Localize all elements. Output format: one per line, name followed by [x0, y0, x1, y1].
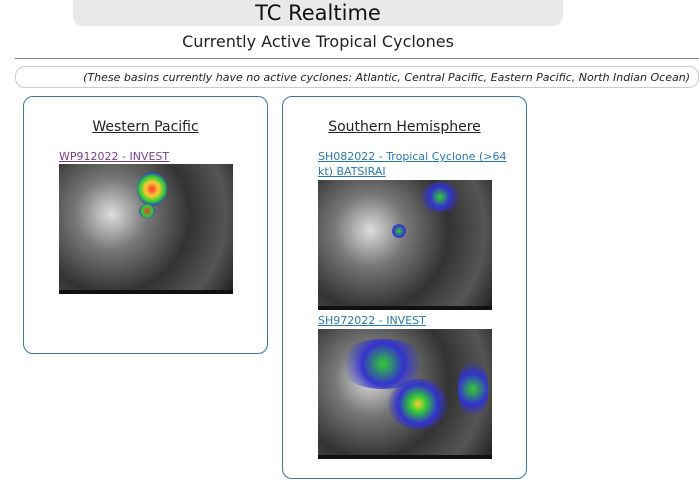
storm-link-sh082022[interactable]: SH082022 - Tropical Cyclone (>64 kt) BAT… [318, 150, 507, 178]
inactive-basins-notice: (These basins currently have no active c… [15, 66, 699, 88]
basin-card-southern-hemisphere: Southern Hemisphere SH082022 - Tropical … [282, 96, 527, 479]
basin-card-western-pacific: Western Pacific WP912022 - INVEST [23, 96, 268, 354]
storm-link-wp912022[interactable]: WP912022 - INVEST [59, 150, 170, 163]
divider [15, 58, 699, 59]
storm-link-sh972022[interactable]: SH972022 - INVEST [318, 314, 426, 327]
page-title: TC Realtime [73, 0, 563, 26]
satellite-image-wp912022[interactable] [59, 164, 233, 294]
basin-title: Western Pacific [92, 119, 199, 135]
satellite-image-sh972022[interactable] [318, 329, 492, 459]
page-subtitle: Currently Active Tropical Cyclones [182, 32, 454, 51]
basin-title: Southern Hemisphere [328, 119, 481, 135]
satellite-image-sh082022[interactable] [318, 180, 492, 310]
